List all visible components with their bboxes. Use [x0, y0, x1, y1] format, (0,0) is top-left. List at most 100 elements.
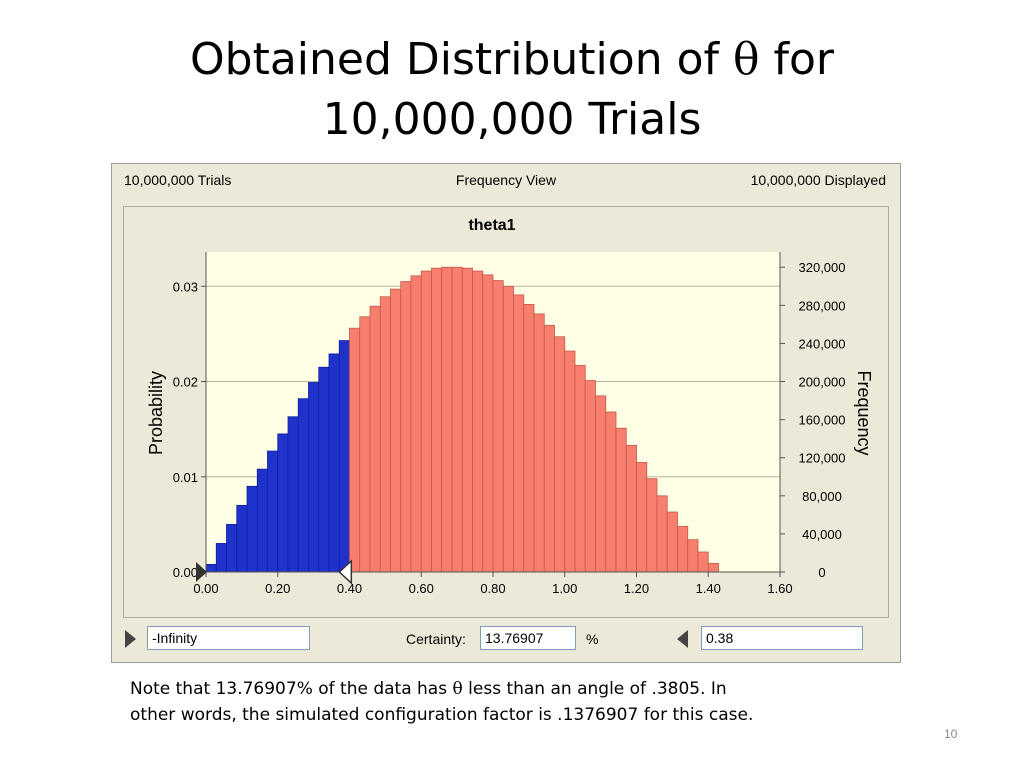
bar-selected — [277, 433, 289, 573]
x-tick-label: 0.20 — [265, 581, 290, 596]
y2-tick-label: 280,000 — [799, 298, 846, 313]
bar — [564, 350, 576, 573]
lower-grabber-marker-icon — [196, 562, 207, 582]
window-header: 10,000,000 Trials Frequency View 10,000,… — [112, 172, 900, 190]
y2-tick-label: 200,000 — [799, 375, 846, 390]
bar — [410, 275, 422, 573]
bar — [369, 305, 381, 573]
y-tick-label: 0.03 — [173, 279, 198, 294]
title-theta-symbol: θ — [732, 34, 760, 85]
bar — [707, 563, 719, 573]
bar — [677, 525, 689, 573]
y2-tick-label: 240,000 — [799, 336, 846, 351]
trials-count: 10,000,000 Trials — [124, 172, 232, 188]
bar-selected — [287, 416, 299, 573]
x-tick-label: 0.00 — [193, 581, 218, 596]
bar-selected — [215, 543, 227, 573]
certainty-input[interactable]: 13.76907 — [480, 626, 576, 650]
bar-selected — [328, 353, 340, 573]
x-tick-label: 1.20 — [624, 581, 649, 596]
y-tick-label: 0.00 — [173, 565, 198, 580]
bar — [390, 288, 402, 573]
y2-tick-label: 0 — [818, 565, 825, 580]
bar — [420, 270, 432, 573]
y2-tick-label: 160,000 — [799, 413, 846, 428]
bar-selected — [297, 398, 309, 573]
y2-tick-label: 320,000 — [799, 260, 846, 275]
bar-selected — [236, 504, 248, 573]
bar — [441, 266, 453, 573]
y2-tick-label: 80,000 — [802, 489, 842, 504]
x-tick-label: 0.60 — [409, 581, 434, 596]
slide-title: Obtained Distribution of θ for 10,000,00… — [0, 30, 1024, 150]
bar — [513, 294, 525, 573]
title-text-pre: Obtained Distribution of — [190, 34, 733, 85]
bar — [523, 303, 535, 573]
y2-tick-label: 120,000 — [799, 451, 846, 466]
bar-selected — [267, 450, 279, 573]
y-tick-label: 0.01 — [173, 470, 198, 485]
note-theta-symbol: θ — [452, 679, 463, 699]
percent-label: % — [586, 631, 599, 647]
forecast-window: 10,000,000 Trials Frequency View 10,000,… — [111, 163, 901, 663]
slide-number: 10 — [944, 727, 958, 741]
upper-grabber-marker-icon — [338, 559, 353, 585]
slide-title-line2: 10,000,000 Trials — [322, 94, 702, 145]
bar — [472, 270, 484, 573]
note-line2: other words, the simulated configuration… — [130, 705, 754, 725]
bar — [482, 274, 494, 573]
bar — [636, 462, 648, 573]
slide-title-line1: Obtained Distribution of θ for — [0, 30, 1024, 90]
y-axis-label: Probability — [146, 371, 166, 455]
note-part2: less than an angle of .3805. In — [462, 679, 727, 699]
bar — [461, 267, 473, 573]
x-tick-label: 1.00 — [552, 581, 577, 596]
bar-selected — [256, 468, 268, 573]
bar — [605, 411, 617, 573]
lower-bound-input[interactable]: -Infinity — [147, 626, 310, 650]
x-tick-label: 1.40 — [696, 581, 721, 596]
title-text-post: for — [759, 34, 834, 85]
bar-selected — [246, 485, 258, 573]
bar — [502, 285, 514, 573]
bar-selected — [205, 563, 217, 573]
bar — [379, 296, 391, 573]
bar — [451, 266, 463, 573]
bar — [431, 267, 443, 573]
x-tick-label: 1.60 — [767, 581, 792, 596]
bar — [656, 495, 668, 573]
note-part1: Note that 13.76907% of the data has — [130, 679, 453, 699]
chart-frame: theta1 Probability Frequency 0.00 0.01 0.0… — [123, 206, 889, 618]
bar — [697, 551, 709, 573]
bar — [646, 478, 658, 573]
upper-grabber-icon[interactable] — [677, 630, 688, 648]
bar — [615, 427, 627, 573]
y-tick-label: 0.02 — [173, 375, 198, 390]
bar — [543, 324, 555, 573]
certainty-label: Certainty: — [406, 631, 466, 647]
y2-tick-label: 40,000 — [802, 527, 842, 542]
bar — [584, 380, 596, 573]
bar-selected — [318, 366, 330, 573]
bar — [400, 281, 412, 573]
bar — [687, 539, 699, 573]
histogram-chart: theta1 Probability Frequency 0.00 0.01 0.0… — [146, 217, 874, 596]
lower-grabber-icon[interactable] — [125, 630, 136, 648]
x-tick-label: 0.40 — [337, 581, 362, 596]
view-mode[interactable]: Frequency View — [455, 172, 557, 188]
displayed-count: 10,000,000 Displayed — [750, 172, 886, 188]
bar — [595, 395, 607, 573]
upper-bound-input[interactable]: 0.38 — [701, 626, 863, 650]
bar — [666, 511, 678, 573]
x-tick-label: 0.80 — [480, 581, 505, 596]
bar-selected — [338, 340, 350, 573]
note-text: Note that 13.76907% of the data has θ le… — [130, 676, 930, 728]
bar — [533, 313, 545, 573]
note-line1: Note that 13.76907% of the data has θ le… — [130, 676, 930, 702]
bar — [359, 316, 371, 573]
bar-selected — [308, 382, 320, 573]
bar — [574, 364, 586, 573]
bar — [349, 327, 361, 573]
bar — [492, 280, 504, 573]
range-controls: -Infinity Certainty: 13.76907 % 0.38 — [112, 624, 900, 654]
